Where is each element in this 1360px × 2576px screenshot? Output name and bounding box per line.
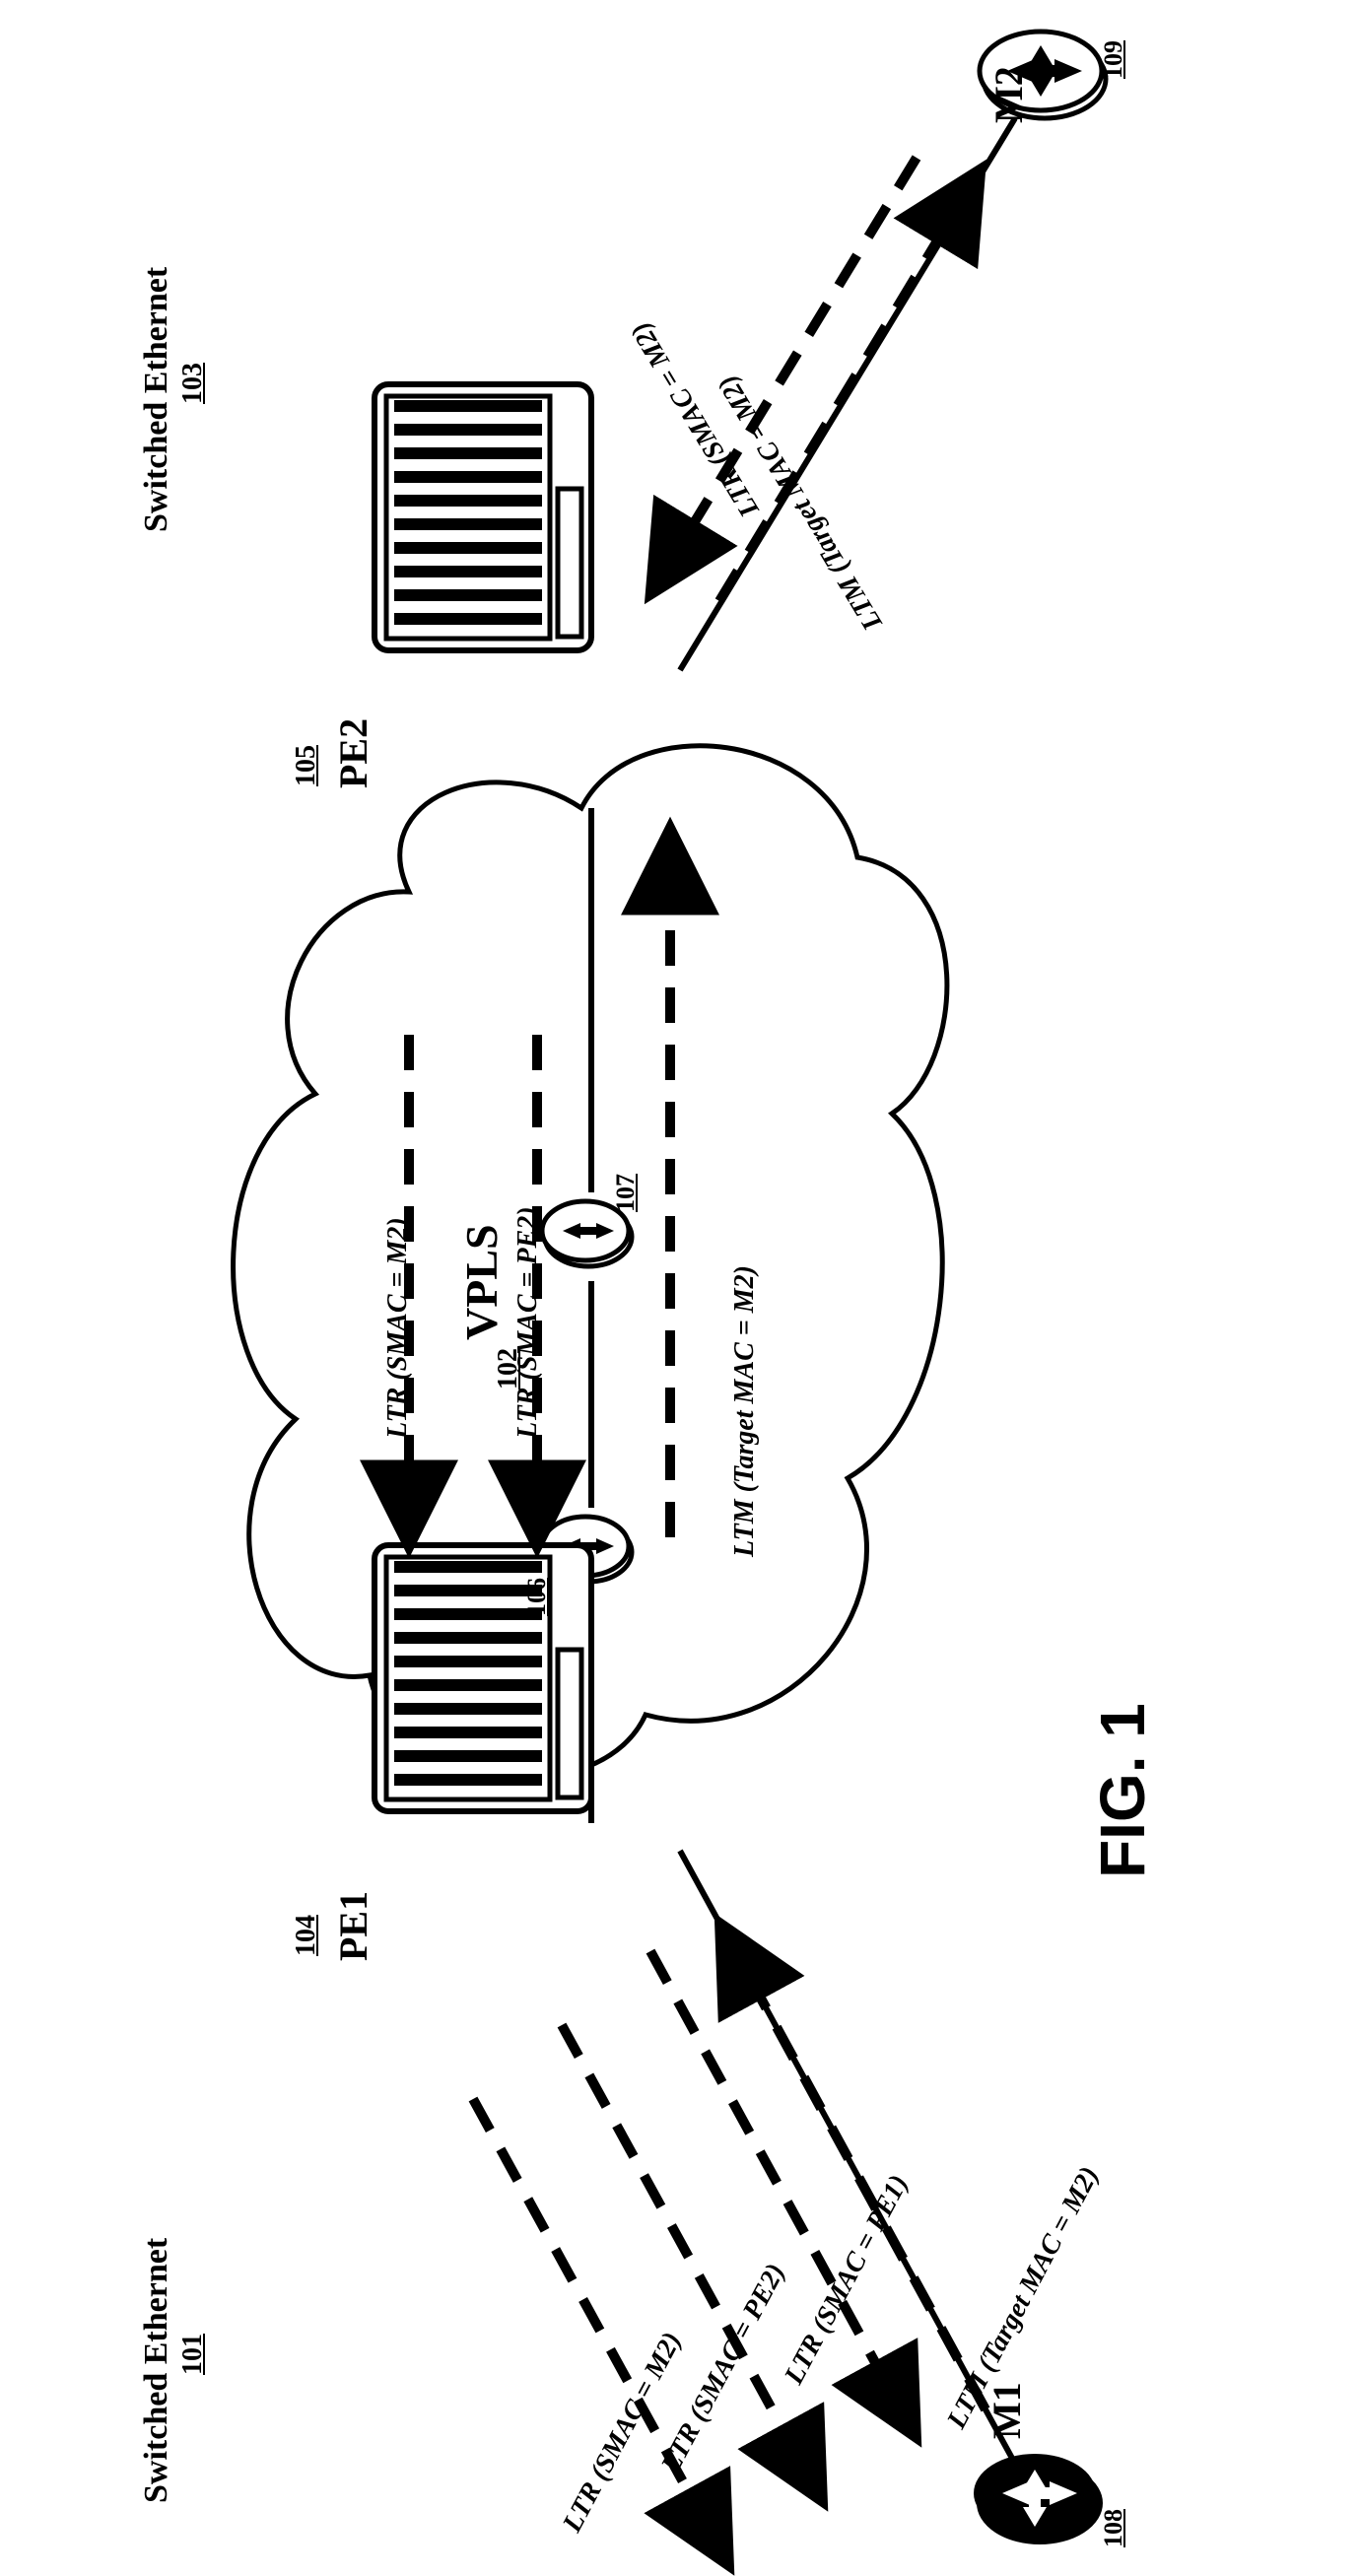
- pe2-ref: 105: [291, 745, 322, 786]
- pe2-label: PE2: [330, 718, 376, 788]
- m2-ref: 109: [1099, 40, 1128, 79]
- arrow-ltr-m2-pe2: [655, 158, 917, 586]
- figure-caption: FIG. 1: [1086, 1703, 1159, 1878]
- pe1-ref: 104: [291, 1915, 322, 1956]
- arrow-ltm-pe2-m2: [719, 177, 976, 601]
- page: FIG. 1 VPLS 102 Switched Ethernet 101 Sw…: [0, 0, 1360, 2576]
- p-right-ref: 107: [611, 1174, 641, 1212]
- switched-ethernet-left-ref: 101: [177, 2334, 209, 2375]
- m1-ref: 108: [1099, 2509, 1128, 2547]
- switched-ethernet-right-label: Switched Ethernet: [138, 267, 175, 532]
- arrow-ltr-pe1-m1: [650, 1951, 912, 2429]
- msg-ltr-pe2-pe1: LTR (SMAC = PE2): [512, 1206, 544, 1439]
- pe1-switch: [374, 1545, 591, 1811]
- pe2-switch: [374, 384, 591, 650]
- msg-ltm-pe1-pe2: LTM (Target MAC = M2): [729, 1265, 761, 1557]
- switched-ethernet-right-ref: 103: [177, 363, 209, 404]
- vpls-label: VPLS: [455, 1224, 508, 1340]
- msg-ltr-m2-pe1: LTR (SMAC = M2): [382, 1217, 414, 1439]
- pe1-label: PE1: [330, 1891, 376, 1961]
- router-m1: [974, 2454, 1101, 2542]
- p-left-ref: 106: [522, 1578, 552, 1616]
- m2-label: M2: [986, 66, 1032, 123]
- switched-ethernet-left-label: Switched Ethernet: [138, 2238, 175, 2503]
